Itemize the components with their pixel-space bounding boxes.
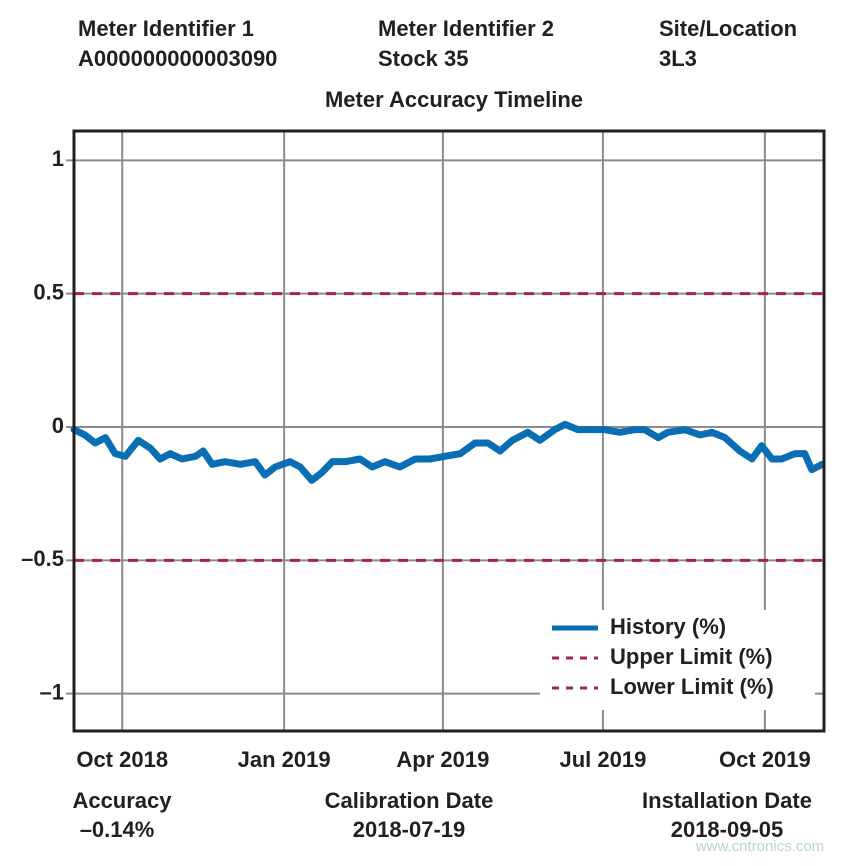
field-label: Calibration Date bbox=[325, 788, 494, 813]
field-label: Meter Identifier 2 bbox=[378, 16, 554, 41]
x-tick-label: Jul 2019 bbox=[559, 747, 646, 772]
x-tick-label: Oct 2019 bbox=[719, 747, 811, 772]
plot-frame bbox=[72, 129, 826, 733]
field-value: 3L3 bbox=[659, 46, 697, 71]
chart-title: Meter Accuracy Timeline bbox=[325, 87, 583, 112]
y-tick-label: 0.5 bbox=[33, 279, 64, 304]
y-tick-label: –0.5 bbox=[21, 546, 64, 571]
field-value: 2018-09-05 bbox=[671, 817, 784, 842]
field-value: Stock 35 bbox=[378, 46, 469, 71]
legend-label: History (%) bbox=[610, 614, 726, 639]
x-tick-label: Apr 2019 bbox=[396, 747, 489, 772]
history-line bbox=[70, 420, 826, 484]
field-value: A000000000003090 bbox=[78, 46, 277, 71]
field-label: Meter Identifier 1 bbox=[78, 16, 254, 41]
x-tick-label: Oct 2018 bbox=[76, 747, 168, 772]
field-label: Site/Location bbox=[659, 16, 797, 41]
field-value: 2018-07-19 bbox=[353, 817, 466, 842]
y-tick-label: –1 bbox=[40, 679, 64, 704]
legend-label: Upper Limit (%) bbox=[610, 644, 773, 669]
plot: Oct 2018 Jan 2019 Apr 2019 Jul 2019 Oct 2019… bbox=[21, 129, 826, 772]
x-tick-label: Jan 2019 bbox=[238, 747, 331, 772]
y-tick-label: 1 bbox=[52, 146, 64, 171]
legend-label: Lower Limit (%) bbox=[610, 674, 774, 699]
field-label: Installation Date bbox=[642, 788, 812, 813]
y-tick-label: 0 bbox=[52, 413, 64, 438]
field-value: –0.14% bbox=[80, 817, 155, 842]
watermark: www.cntronics.com bbox=[695, 838, 824, 855]
field-label: Accuracy bbox=[72, 788, 172, 813]
